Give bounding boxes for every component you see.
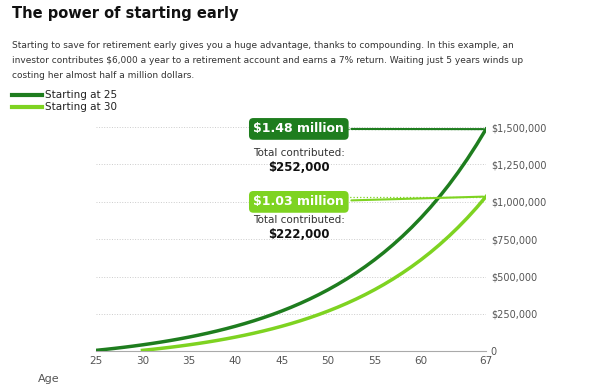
Text: Starting at 25: Starting at 25 [45,90,117,100]
Text: Starting at 30: Starting at 30 [45,102,117,112]
Text: The power of starting early: The power of starting early [12,6,239,21]
Text: Total contributed:: Total contributed: [253,148,345,158]
Text: costing her almost half a million dollars.: costing her almost half a million dollar… [12,71,194,80]
Text: Age: Age [37,374,59,384]
Text: $1.03 million: $1.03 million [253,195,483,208]
Text: investor contributes $6,000 a year to a retirement account and earns a 7% return: investor contributes $6,000 a year to a … [12,56,523,65]
Text: $252,000: $252,000 [268,161,329,174]
Text: $222,000: $222,000 [268,228,329,241]
Text: $1.48 million: $1.48 million [253,122,483,135]
Text: Starting to save for retirement early gives you a huge advantage, thanks to comp: Starting to save for retirement early gi… [12,41,514,49]
Text: Total contributed:: Total contributed: [253,215,345,225]
